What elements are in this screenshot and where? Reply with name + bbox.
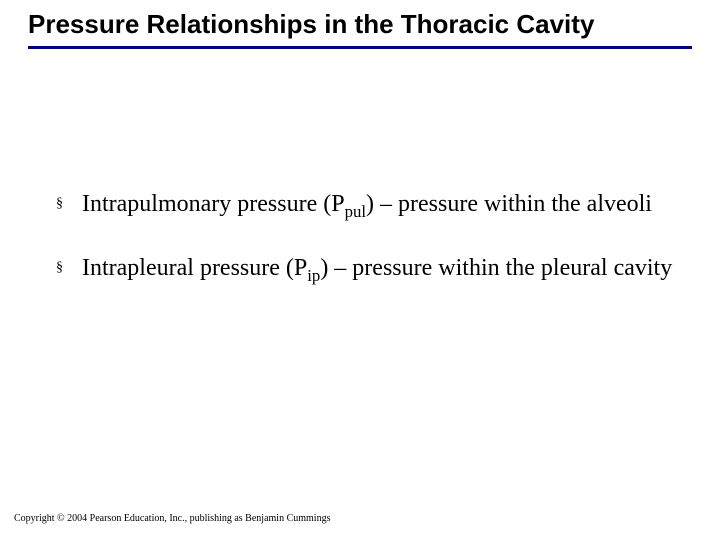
- slide: Pressure Relationships in the Thoracic C…: [0, 0, 720, 540]
- bullet-tail: ) – pressure within the alveoli: [366, 191, 652, 217]
- bullet-sub: ip: [307, 266, 320, 285]
- bullet-sub: pul: [345, 202, 366, 221]
- bullet-list: § Intrapulmonary pressure (Ppul) – press…: [0, 189, 720, 283]
- bullet-marker-icon: §: [56, 259, 63, 277]
- title-underline: [28, 46, 692, 49]
- bullet-lead: Intrapleural pressure (P: [82, 255, 307, 281]
- slide-title: Pressure Relationships in the Thoracic C…: [28, 10, 692, 40]
- bullet-text: Intrapleural pressure (Pip) – pressure w…: [82, 255, 672, 281]
- list-item: § Intrapulmonary pressure (Ppul) – press…: [56, 189, 680, 219]
- list-item: § Intrapleural pressure (Pip) – pressure…: [56, 253, 680, 283]
- bullet-text: Intrapulmonary pressure (Ppul) – pressur…: [82, 191, 652, 217]
- copyright-text: Copyright © 2004 Pearson Education, Inc.…: [14, 513, 330, 524]
- bullet-tail: ) – pressure within the pleural cavity: [320, 255, 672, 281]
- bullet-lead: Intrapulmonary pressure (P: [82, 191, 345, 217]
- title-wrap: Pressure Relationships in the Thoracic C…: [0, 0, 720, 49]
- bullet-marker-icon: §: [56, 195, 63, 213]
